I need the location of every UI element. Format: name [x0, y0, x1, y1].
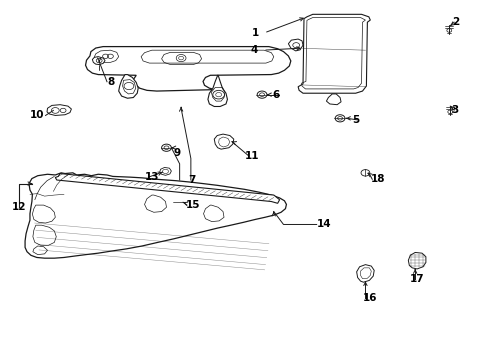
Polygon shape [85, 46, 290, 91]
Text: 6: 6 [272, 90, 280, 100]
Polygon shape [159, 167, 171, 175]
Text: 10: 10 [30, 111, 44, 121]
Text: 7: 7 [188, 175, 195, 185]
Text: 4: 4 [250, 45, 258, 55]
Text: 2: 2 [451, 17, 458, 27]
Polygon shape [207, 75, 227, 107]
Text: 12: 12 [11, 202, 26, 212]
Text: 16: 16 [362, 293, 376, 303]
Text: 13: 13 [144, 172, 159, 182]
Text: 15: 15 [185, 200, 200, 210]
Polygon shape [92, 57, 105, 64]
Polygon shape [119, 75, 138, 98]
Text: 8: 8 [107, 77, 114, 87]
Text: 3: 3 [451, 105, 458, 115]
Text: 17: 17 [409, 274, 424, 284]
Text: 11: 11 [244, 150, 259, 161]
Polygon shape [25, 173, 286, 258]
Polygon shape [407, 252, 425, 269]
Polygon shape [356, 265, 373, 282]
Text: 14: 14 [316, 220, 330, 229]
Polygon shape [55, 174, 279, 203]
Text: 9: 9 [173, 148, 181, 158]
Text: 1: 1 [251, 28, 259, 38]
Polygon shape [214, 134, 233, 149]
Text: 5: 5 [351, 115, 358, 125]
Text: 18: 18 [370, 174, 385, 184]
Polygon shape [298, 14, 369, 93]
Polygon shape [47, 105, 71, 116]
